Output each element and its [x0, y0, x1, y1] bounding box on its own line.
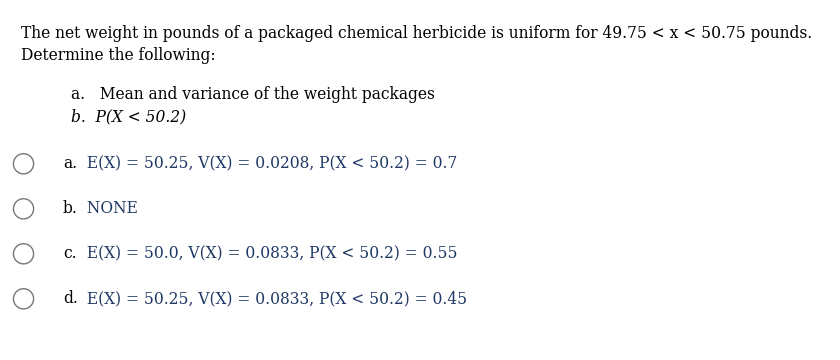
Text: E(X) = 50.0, V(X) = 0.0833, P(X < 50.2) = 0.55: E(X) = 50.0, V(X) = 0.0833, P(X < 50.2) … [82, 245, 458, 262]
Text: a.   Mean and variance of the weight packages: a. Mean and variance of the weight packa… [71, 86, 435, 103]
Text: E(X) = 50.25, V(X) = 0.0208, P(X < 50.2) = 0.7: E(X) = 50.25, V(X) = 0.0208, P(X < 50.2)… [82, 155, 458, 172]
Text: E(X) = 50.25, V(X) = 0.0833, P(X < 50.2) = 0.45: E(X) = 50.25, V(X) = 0.0833, P(X < 50.2)… [82, 290, 467, 307]
Text: c.: c. [63, 245, 76, 262]
Text: The net weight in pounds of a packaged chemical herbicide is uniform for 49.75 <: The net weight in pounds of a packaged c… [21, 25, 812, 42]
Text: b.: b. [63, 200, 78, 217]
Text: NONE: NONE [82, 200, 139, 217]
Text: a.: a. [63, 155, 77, 172]
Text: b.  P(X < 50.2): b. P(X < 50.2) [71, 108, 186, 125]
Text: Determine the following:: Determine the following: [21, 47, 216, 64]
Text: d.: d. [63, 290, 78, 307]
